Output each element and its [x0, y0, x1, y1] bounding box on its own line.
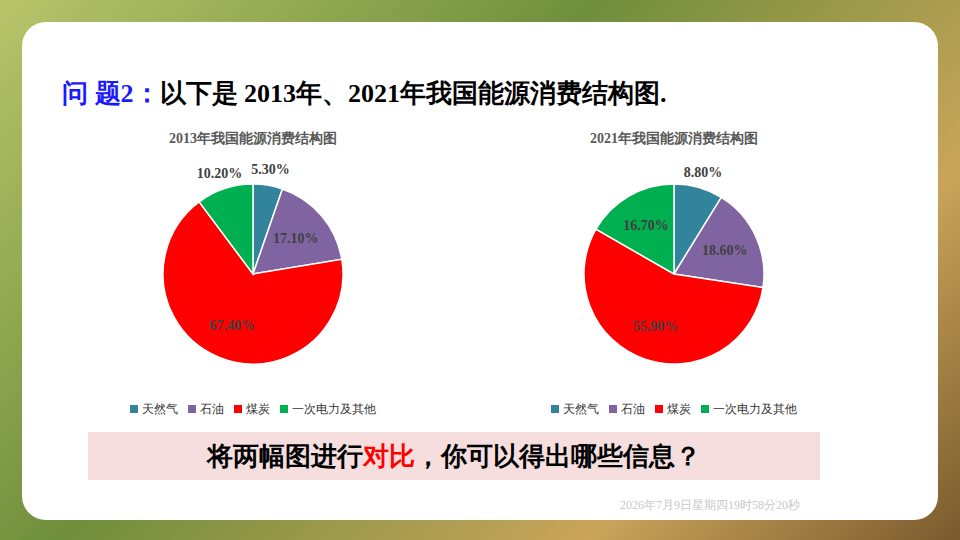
html-text:2021年我国能源消费结构图: 2021年我国能源消费结构图 [590, 131, 758, 146]
svg-text:67.40%: 67.40% [209, 318, 255, 333]
svg-text:16.70%: 16.70% [623, 218, 669, 233]
html-text:问 题2：以下是 2013年、2021年我国能源消费结构图.: 问 题2：以下是 2013年、2021年我国能源消费结构图. [62, 79, 667, 108]
html-text:煤炭: 煤炭 [667, 401, 691, 416]
html-text:石油: 石油 [200, 401, 224, 416]
svg-text:55.90%: 55.90% [633, 319, 679, 334]
html-text:一次电力及其他: 一次电力及其他 [292, 401, 376, 416]
svg-text:8.80%: 8.80% [684, 165, 723, 180]
svg-text:18.60%: 18.60% [702, 243, 748, 258]
svg-text:17.10%: 17.10% [273, 231, 319, 246]
html-text:煤炭: 煤炭 [246, 401, 270, 416]
html-text:一次电力及其他: 一次电力及其他 [713, 401, 797, 416]
html-text:将两幅图进行对比，你可以得出哪些信息？: 将两幅图进行对比，你可以得出哪些信息？ [207, 441, 701, 471]
html-text:2026年7月9日星期四19时58分20秒: 2026年7月9日星期四19时58分20秒 [620, 498, 800, 512]
html-text:天然气: 天然气 [142, 401, 178, 416]
svg-text:5.30%: 5.30% [251, 162, 290, 177]
html-text:石油: 石油 [621, 401, 645, 416]
html-text:天然气: 天然气 [563, 401, 599, 416]
html-text:2013年我国能源消费结构图: 2013年我国能源消费结构图 [169, 131, 337, 146]
svg-text:10.20%: 10.20% [197, 166, 243, 181]
